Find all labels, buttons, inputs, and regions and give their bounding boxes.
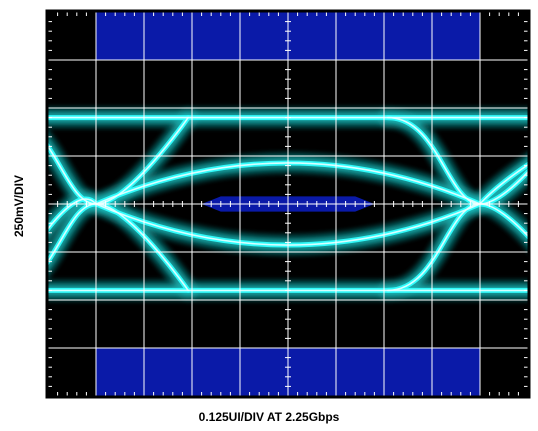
x-axis-label: 0.125UI/DIV AT 2.25Gbps — [198, 410, 340, 424]
y-axis-label: 250mV/DIV — [12, 174, 26, 238]
plot-frame — [45, 9, 531, 399]
trace-arc-left-up — [48, 198, 97, 231]
trace-arc-right-up — [479, 163, 528, 205]
